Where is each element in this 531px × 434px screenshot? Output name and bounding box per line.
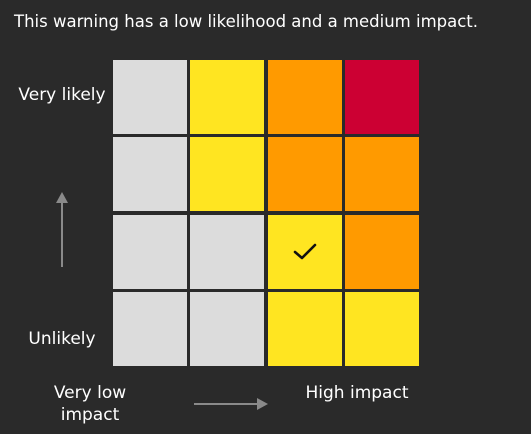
matrix-cell-yellow (344, 291, 419, 366)
arrow-up-icon (56, 192, 68, 267)
matrix-cell-yellow (190, 60, 265, 134)
matrix-cell-amber (344, 214, 419, 289)
check-icon (293, 243, 316, 259)
matrix-cell-grey (113, 214, 187, 289)
risk-matrix (113, 60, 419, 366)
y-axis-top-label: Very likely (18, 85, 106, 105)
matrix-cell-red (344, 60, 419, 134)
matrix-cell-amber (267, 137, 342, 212)
matrix-cell-yellow (267, 291, 342, 366)
matrix-cell-amber (267, 60, 342, 134)
x-axis-left-label: Very low impact (53, 383, 127, 425)
matrix-cell-amber (344, 137, 419, 212)
warning-summary: This warning has a low likelihood and a … (14, 12, 479, 31)
y-axis-bottom-label: Unlikely (28, 329, 96, 349)
matrix-cell-grey (190, 214, 265, 289)
matrix-cell-yellow (190, 137, 265, 212)
matrix-cell-grey (113, 291, 187, 366)
matrix-cell-grey (190, 291, 265, 366)
arrow-right-icon (194, 398, 268, 410)
matrix-cell-selected (267, 214, 342, 289)
x-axis-right-label: High impact (305, 383, 409, 403)
matrix-cell-grey (113, 60, 187, 134)
matrix-cell-grey (113, 137, 187, 212)
